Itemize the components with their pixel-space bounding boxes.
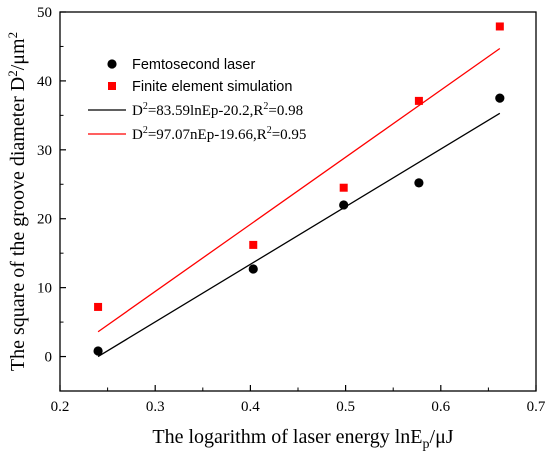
y-tick-label: 20	[37, 212, 52, 228]
fit-line-black	[97, 112, 501, 358]
legend-label-simulation: Finite element simulation	[132, 79, 292, 95]
data-point-simulation	[414, 96, 423, 105]
x-tick-label: 0.6	[431, 399, 450, 415]
y-tick-label: 0	[45, 350, 53, 366]
data-point-femtosecond	[93, 346, 103, 356]
x-tick-label: 0.5	[336, 399, 355, 415]
data-point-femtosecond	[414, 178, 424, 188]
legend-marker-femtosecond	[107, 59, 117, 69]
legend-equation-red-fit: D2=97.07nEp-19.66,R2=0.95	[132, 125, 306, 143]
y-tick-label: 40	[37, 74, 52, 90]
data-point-simulation	[94, 302, 103, 311]
legend-marker-simulation	[108, 82, 116, 90]
legend-label-femtosecond: Femtosecond laser	[132, 57, 255, 73]
data-point-simulation	[249, 240, 258, 249]
data-point-femtosecond	[248, 264, 258, 274]
plot-frame	[59, 11, 537, 392]
y-tick-label: 30	[37, 143, 52, 159]
legend: Femtosecond laser Finite element simulat…	[88, 57, 306, 143]
tick-labels: 0.2 0.3 0.4 0.5 0.6 0.7 0 10 20 30 40 50	[37, 5, 546, 415]
x-tick-label: 0.2	[51, 399, 70, 415]
data-point-femtosecond	[339, 200, 349, 210]
x-tick-label: 0.4	[241, 399, 260, 415]
legend-equation-black-fit: D2=83.59lnEp-20.2,R2=0.98	[132, 101, 303, 119]
x-axis-title: The logarithm of laser energy lnEp/μJ	[152, 426, 453, 452]
y-tick-label: 10	[37, 281, 52, 297]
y-tick-label: 50	[37, 5, 52, 21]
x-tick-label: 0.3	[146, 399, 165, 415]
fit-lines	[97, 47, 501, 358]
fit-line-red	[97, 47, 501, 333]
data-point-simulation	[495, 22, 504, 31]
data-markers	[93, 22, 505, 356]
x-tick-label: 0.7	[527, 399, 546, 415]
data-point-simulation	[339, 183, 348, 192]
data-point-femtosecond	[495, 93, 505, 103]
y-axis-title: The square of the groove diameter D2/μm2	[5, 32, 29, 371]
